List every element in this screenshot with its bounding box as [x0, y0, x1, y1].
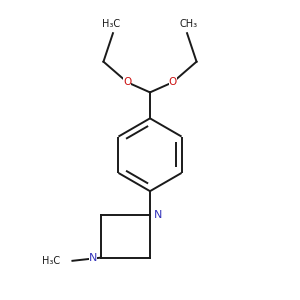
Text: O: O — [123, 77, 131, 87]
Text: N: N — [154, 210, 162, 220]
Text: H₃C: H₃C — [42, 256, 60, 266]
Text: O: O — [169, 77, 177, 87]
Text: H₃C: H₃C — [102, 19, 120, 29]
Text: N: N — [89, 253, 97, 262]
Text: CH₃: CH₃ — [180, 19, 198, 29]
